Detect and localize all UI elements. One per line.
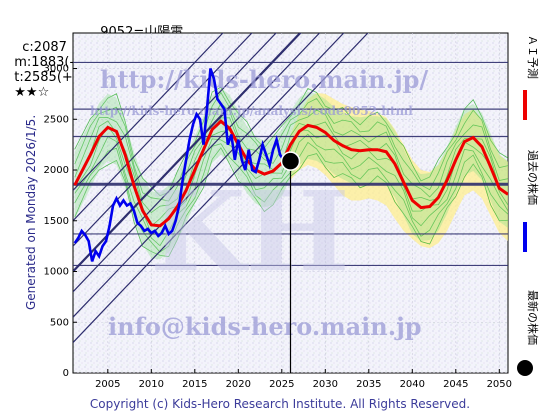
- channel-line-3: [73, 33, 302, 273]
- x-tick-label-2020: 2020: [226, 379, 251, 390]
- x-tick-label-2045: 2045: [443, 379, 468, 390]
- x-tick-label-2010: 2010: [139, 379, 164, 390]
- watermarks: http://kids-hero.main.jp/ http://kids-he…: [90, 65, 428, 341]
- y-axis-ticks: 0 500 1000 1500 2000 2500 3000: [44, 64, 77, 379]
- channel-line-1: [73, 33, 345, 318]
- x-tick-label-2040: 2040: [400, 379, 425, 390]
- y-tick-label-0: 0: [63, 368, 69, 379]
- y-tick-label-1500: 1500: [44, 216, 69, 227]
- watermark-email: info@kids-hero.main.jp: [108, 312, 422, 341]
- channel-line-6: [73, 33, 224, 191]
- x-tick-label-2050: 2050: [487, 379, 512, 390]
- latest-price-point: [280, 151, 301, 171]
- x-tick-label-2035: 2035: [356, 379, 381, 390]
- legend-swatch-ai: [523, 90, 527, 120]
- x-axis-ticks: 2005 2010 2015 2020 2025 2030 2035 2040 2045 2050: [95, 369, 512, 390]
- channel-line-5: [73, 33, 253, 222]
- y-tick-label-1000: 1000: [44, 267, 69, 278]
- ai-prediction-line: [73, 119, 508, 228]
- channel-line-0: [73, 33, 369, 343]
- channel-line-4: [73, 33, 277, 247]
- legend-label-past: 過去の株価: [526, 150, 540, 205]
- rating-stars: ★★☆: [14, 85, 50, 100]
- x-tick-label-2025: 2025: [269, 379, 294, 390]
- band-green-area: [74, 87, 508, 260]
- legend: ＡＩ予測 過去の株価 最新の株価: [517, 35, 540, 376]
- watermark-kh: KH: [150, 167, 350, 296]
- watermark-url-big: http://kids-hero.main.jp/: [100, 65, 428, 94]
- legend-label-ai: ＡＩ予測: [526, 35, 540, 79]
- legend-swatch-past: [523, 222, 527, 252]
- current-price: c:2087: [22, 40, 67, 55]
- y-tick-label-2500: 2500: [44, 114, 69, 125]
- series-lines: [73, 68, 508, 373]
- x-tick-label-2005: 2005: [95, 379, 120, 390]
- legend-swatch-latest: [517, 360, 533, 376]
- y-tick-label-500: 500: [50, 317, 69, 328]
- band-green-line-6: [74, 91, 508, 202]
- x-tick-label-2015: 2015: [182, 379, 207, 390]
- legend-label-latest: 最新の株価: [526, 290, 540, 345]
- past-price-line: [73, 68, 292, 262]
- x-tick-label-2030: 2030: [313, 379, 338, 390]
- copyright-footer: Copyright (c) Kids-Hero Research Institu…: [90, 397, 470, 411]
- band-green-line-0: [74, 147, 508, 257]
- watermark-url-small: http://kids-hero.main.jp/analysis/code90…: [90, 104, 413, 118]
- band-green-line-5: [74, 102, 508, 214]
- generated-date: Generated on Monday 2026/1/5.: [24, 115, 38, 310]
- y-tick-label-2000: 2000: [44, 165, 69, 176]
- y-tick-label-3000: 3000: [44, 64, 69, 75]
